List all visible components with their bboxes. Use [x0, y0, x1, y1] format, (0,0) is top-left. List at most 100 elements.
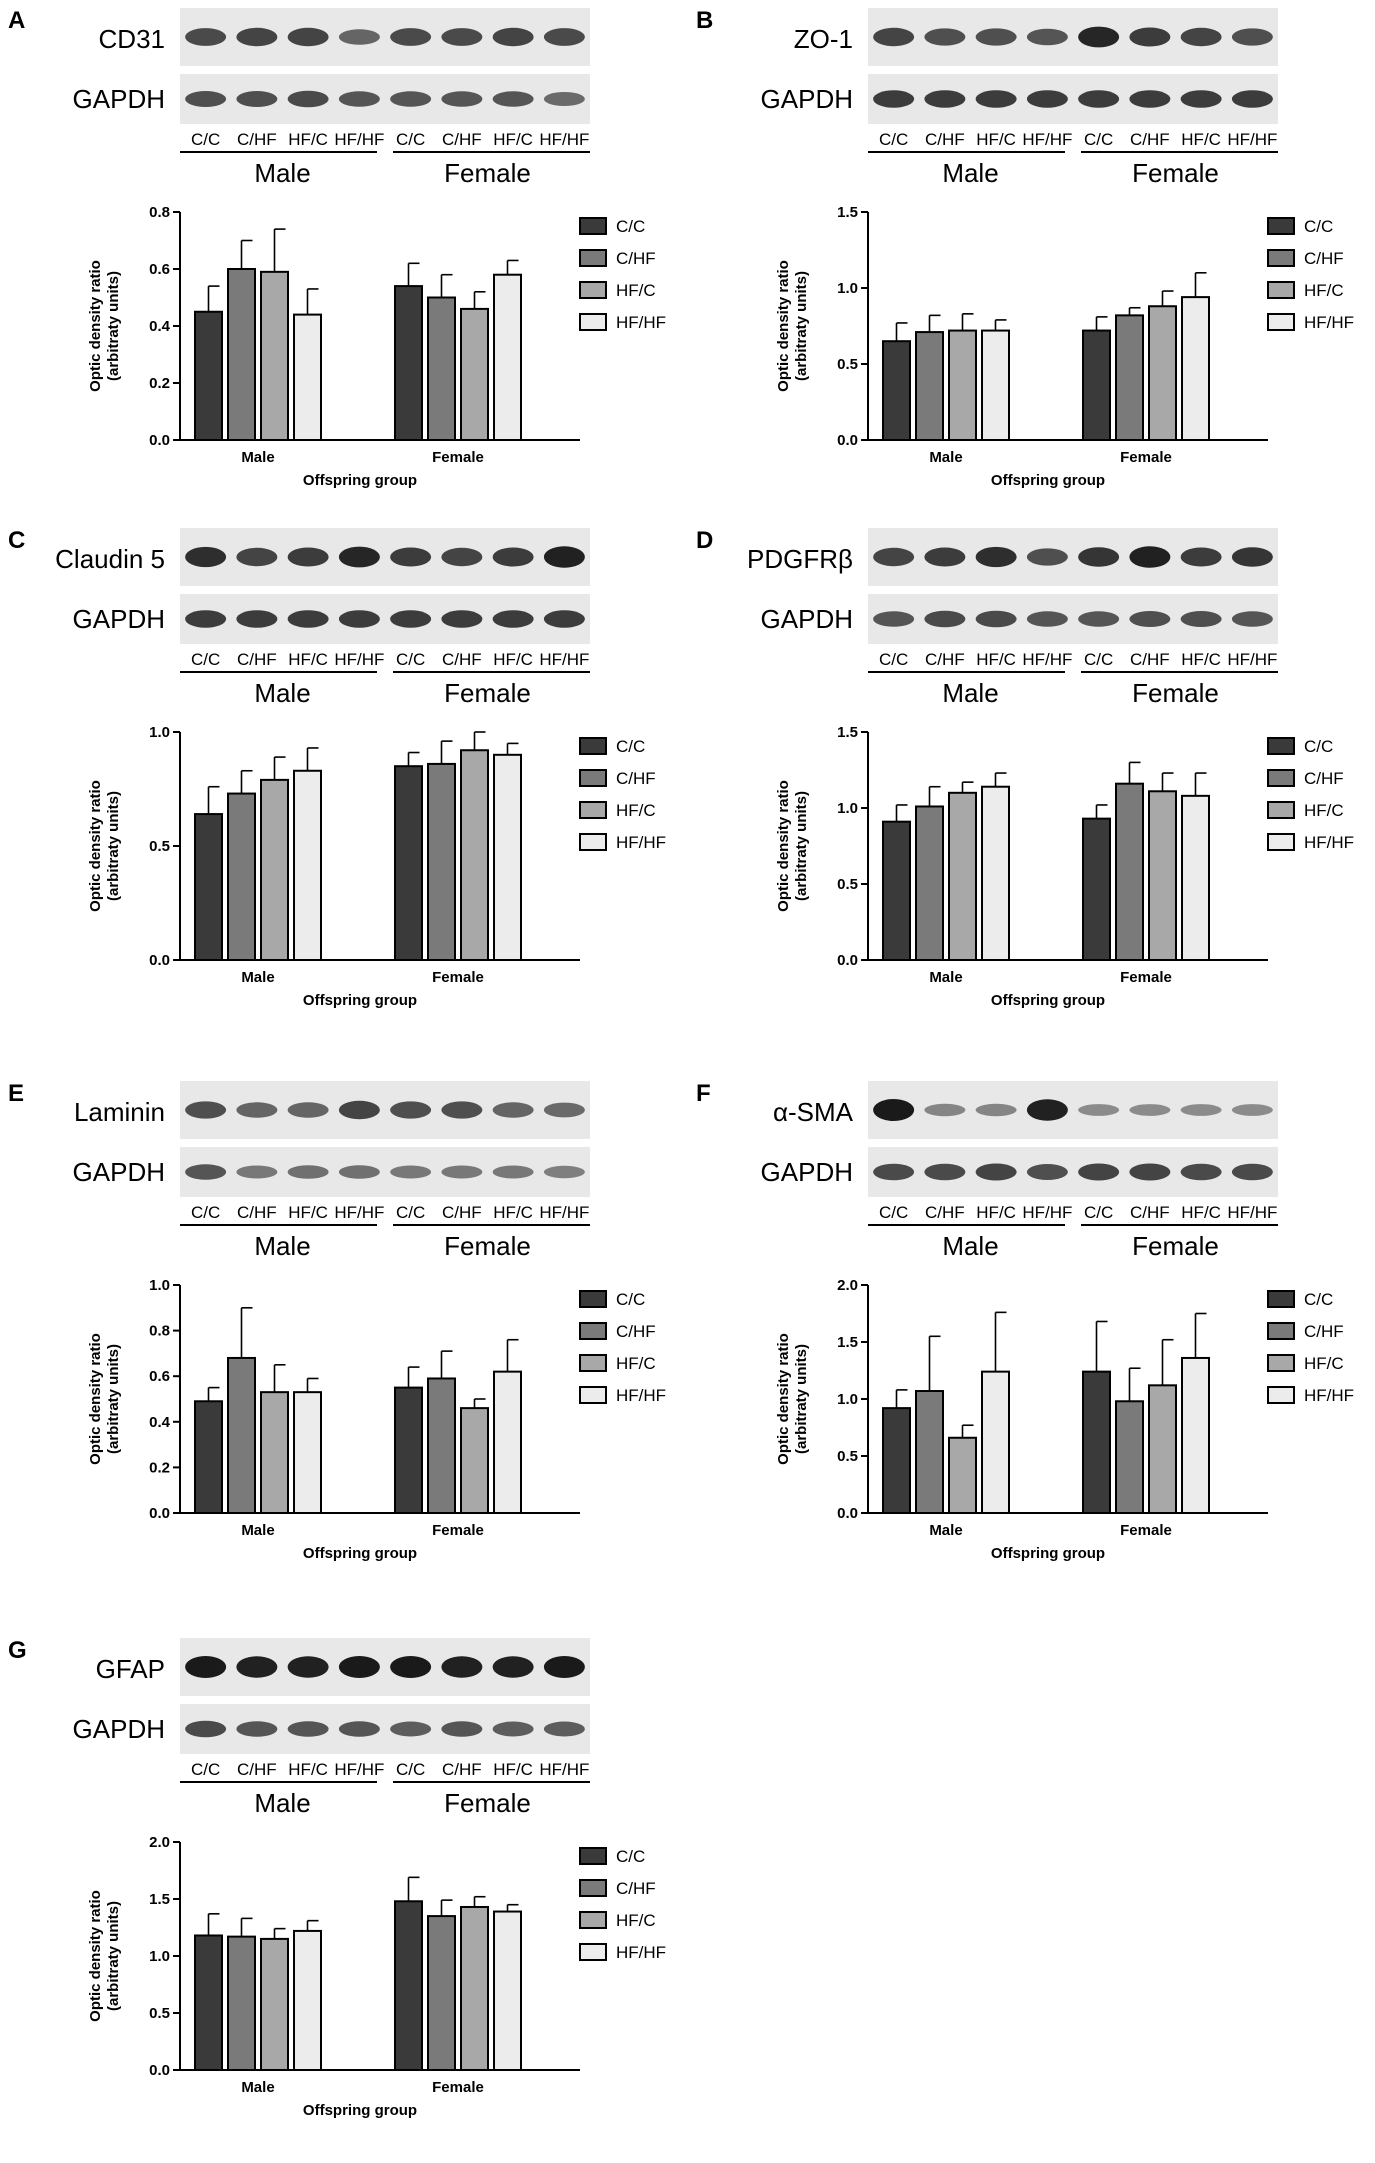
panel-c: C Claudin 5 GAPDH C/C C/HF HF/C HF/HF C/C C/HF HF… — [8, 527, 666, 1009]
y-tick-label: 2.0 — [149, 1834, 170, 1851]
target-band — [338, 1100, 380, 1120]
gapdh-band — [1026, 611, 1068, 627]
gapdh-band — [1078, 611, 1120, 627]
y-tick-label: 0.4 — [149, 318, 171, 335]
x-category-label: Male — [929, 449, 962, 466]
y-tick-label: 0.0 — [837, 432, 858, 449]
legend-label: C/HF — [1304, 249, 1344, 268]
legend-label: HF/HF — [616, 1386, 666, 1405]
target-band — [492, 1656, 534, 1678]
lane-label: HF/C — [288, 1760, 328, 1779]
legend-label: HF/HF — [616, 833, 666, 852]
female-group-label: Female — [1132, 678, 1219, 708]
gapdh-band — [924, 610, 966, 628]
gapdh-label: GAPDH — [73, 84, 165, 114]
legend-swatch — [1267, 249, 1295, 267]
bar — [394, 285, 423, 441]
gapdh-band — [441, 1721, 483, 1737]
bar — [293, 313, 322, 442]
bar — [427, 762, 456, 961]
legend-label: C/C — [616, 217, 645, 236]
gapdh-band — [441, 610, 483, 628]
bar — [194, 1400, 223, 1514]
lane-label: HF/HF — [1022, 650, 1072, 669]
x-category-label: Female — [1120, 969, 1172, 986]
y-tick-label: 0.8 — [149, 204, 170, 221]
y-axis-subtitle: (arbitraty units) — [105, 271, 122, 381]
gapdh-band — [873, 90, 915, 108]
gapdh-band — [287, 1165, 329, 1179]
y-tick-label: 0.6 — [149, 1368, 170, 1385]
target-protein-label: ZO-1 — [794, 24, 853, 54]
lane-label: HF/HF — [1022, 130, 1072, 149]
gapdh-band — [338, 1165, 380, 1179]
y-tick-label: 0.4 — [149, 1414, 171, 1431]
legend-label: C/HF — [1304, 769, 1344, 788]
bar — [1181, 794, 1210, 961]
target-band — [185, 1101, 227, 1119]
target-band — [287, 27, 329, 47]
target-band — [338, 29, 380, 45]
gapdh-label: GAPDH — [73, 604, 165, 634]
bar — [460, 1407, 489, 1514]
gapdh-band — [185, 91, 227, 107]
x-category-label: Female — [1120, 449, 1172, 466]
bar — [1115, 782, 1144, 961]
target-band — [236, 1656, 278, 1678]
gapdh-band — [338, 610, 380, 628]
y-tick-label: 0.0 — [837, 952, 858, 969]
target-band — [1026, 28, 1068, 46]
gapdh-band — [1026, 1164, 1068, 1180]
legend-label: HF/C — [616, 801, 656, 820]
panel-letter: C — [8, 527, 25, 554]
y-tick-label: 1.0 — [149, 724, 170, 741]
bar — [1148, 305, 1177, 441]
legend-swatch — [1267, 833, 1295, 851]
bar — [227, 1356, 256, 1514]
lane-label: C/C — [879, 650, 908, 669]
male-group-label: Male — [254, 158, 310, 188]
x-category-label: Female — [432, 969, 484, 986]
x-axis-title: Offspring group — [991, 472, 1105, 489]
gapdh-band — [441, 91, 483, 107]
legend-label: C/C — [616, 1847, 645, 1866]
gapdh-label: GAPDH — [761, 1157, 853, 1187]
gapdh-band — [1231, 1163, 1273, 1181]
gapdh-band — [492, 1165, 534, 1179]
gapdh-band — [236, 91, 278, 107]
bar — [227, 268, 256, 441]
gapdh-band — [543, 92, 585, 106]
y-tick-label: 0.0 — [149, 1505, 170, 1522]
lane-label: HF/C — [976, 650, 1016, 669]
bar — [981, 785, 1010, 961]
legend-swatch — [1267, 313, 1295, 331]
female-group-label: Female — [1132, 158, 1219, 188]
male-group-label: Male — [942, 1231, 998, 1261]
gapdh-band — [492, 91, 534, 107]
legend-swatch — [579, 313, 607, 331]
gapdh-band — [543, 1721, 585, 1737]
legend-swatch — [579, 833, 607, 851]
bar — [493, 1370, 522, 1515]
legend-swatch — [579, 1879, 607, 1897]
bar — [460, 307, 489, 441]
target-band — [1129, 27, 1171, 47]
lane-label: C/HF — [925, 650, 965, 669]
target-band — [390, 1656, 432, 1678]
panel-d: D PDGFRβ GAPDH C/C C/HF HF/C HF/HF C/C C/HF HF/C H… — [696, 527, 1354, 1009]
target-band — [924, 547, 966, 567]
legend-label: HF/C — [616, 1911, 656, 1930]
legend-swatch — [1267, 737, 1295, 755]
target-band — [287, 547, 329, 567]
target-band — [236, 1102, 278, 1118]
x-axis-title: Offspring group — [303, 1545, 417, 1562]
lane-label: C/C — [879, 1203, 908, 1222]
gapdh-band — [1231, 90, 1273, 108]
legend-swatch — [579, 1386, 607, 1404]
x-category-label: Male — [241, 969, 274, 986]
bar — [227, 1935, 256, 2071]
target-band — [1026, 548, 1068, 566]
target-band — [1078, 1104, 1120, 1116]
male-group-label: Male — [254, 678, 310, 708]
bar — [948, 1436, 977, 1515]
